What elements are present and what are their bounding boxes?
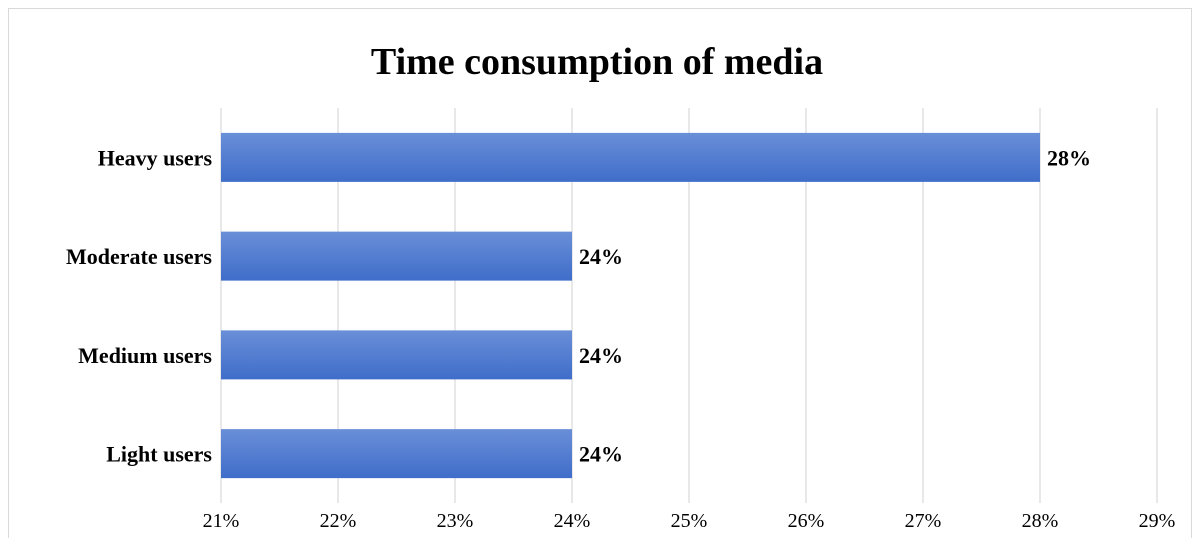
category-label: Moderate users: [66, 244, 212, 269]
x-tick-label: 29%: [1139, 510, 1176, 532]
labels: 21% 22% 23% 24% 25% 26% 27% 28% 29% Heavy users 28…: [66, 145, 1175, 532]
bar: [221, 429, 572, 479]
bars: [221, 132, 1040, 479]
category-label: Heavy users: [98, 145, 213, 170]
bar: [221, 330, 572, 380]
chart-title: Time consumption of media: [370, 41, 824, 83]
x-tick-label: 25%: [671, 510, 708, 532]
data-label: 28%: [1047, 145, 1091, 170]
category-label: Medium users: [78, 343, 212, 368]
chart-frame: [8, 8, 1192, 538]
data-label: 24%: [579, 442, 623, 467]
x-tick-label: 26%: [788, 510, 825, 532]
x-tick-label: 23%: [437, 510, 474, 532]
x-tick-label: 21%: [203, 510, 240, 532]
x-tick-label: 24%: [554, 510, 591, 532]
x-tick-label: 27%: [905, 510, 942, 532]
x-tick-label: 28%: [1022, 510, 1059, 532]
data-label: 24%: [579, 343, 623, 368]
data-label: 24%: [579, 244, 623, 269]
x-tick-label: 22%: [320, 510, 357, 532]
category-label: Light users: [106, 442, 212, 467]
bar: [221, 132, 1040, 182]
bar: [221, 231, 572, 281]
